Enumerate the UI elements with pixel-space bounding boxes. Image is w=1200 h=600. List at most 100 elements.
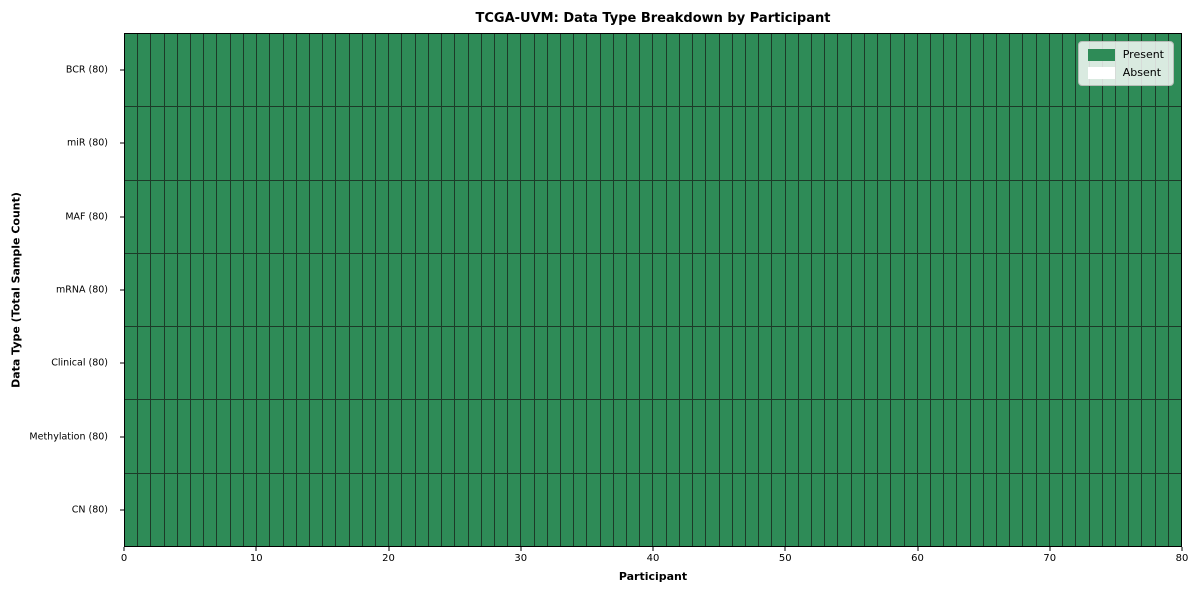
heatmap-cell	[415, 253, 428, 327]
heatmap-cell	[138, 327, 151, 400]
heatmap-cell	[1076, 473, 1089, 546]
heatmap-cell	[864, 253, 878, 327]
heatmap-cell	[362, 473, 376, 546]
heatmap-cell	[270, 107, 283, 180]
heatmap-cell	[812, 107, 825, 180]
heatmap-cell	[508, 327, 521, 400]
heatmap-cell	[838, 180, 851, 253]
heatmap-row	[125, 34, 1181, 107]
heatmap-cell	[243, 180, 257, 253]
x-tick-label: 70	[1043, 553, 1057, 564]
heatmap-cell	[719, 107, 732, 180]
heatmap-cell	[798, 180, 812, 253]
heatmap-cell	[349, 107, 362, 180]
heatmap-cell	[666, 400, 679, 473]
heatmap-cell	[296, 107, 309, 180]
heatmap-cell	[1142, 253, 1155, 327]
heatmap-cell	[653, 400, 666, 473]
heatmap-cell	[362, 107, 376, 180]
heatmap-cell	[257, 327, 270, 400]
heatmap-cell	[785, 253, 798, 327]
heatmap-cell	[944, 253, 957, 327]
heatmap-cell	[825, 327, 838, 400]
heatmap-cell	[455, 34, 468, 107]
heatmap-cell	[891, 327, 904, 400]
heatmap-cell	[336, 107, 349, 180]
heatmap-cell	[997, 253, 1010, 327]
heatmap-cell	[878, 180, 891, 253]
x-axis-label: Participant	[618, 570, 688, 583]
heatmap-cell	[1142, 400, 1155, 473]
heatmap-cell	[389, 253, 402, 327]
heatmap-cell	[1155, 253, 1168, 327]
x-tick-mark	[784, 547, 786, 551]
heatmap-cell	[561, 327, 574, 400]
heatmap-cell	[1155, 107, 1168, 180]
heatmap-cell	[508, 253, 521, 327]
x-tick-mark	[255, 547, 257, 551]
heatmap-cell	[785, 180, 798, 253]
heatmap-cell	[481, 327, 494, 400]
heatmap-cell	[323, 180, 336, 253]
heatmap-cell	[270, 327, 283, 400]
heatmap-cell	[521, 107, 534, 180]
heatmap-cell	[217, 253, 230, 327]
chart-title: TCGA-UVM: Data Type Breakdown by Partici…	[475, 11, 831, 26]
heatmap-cell	[270, 400, 283, 473]
heatmap-cell	[1010, 253, 1023, 327]
heatmap-cell	[309, 180, 323, 253]
heatmap-cell	[878, 253, 891, 327]
x-tick-label: 10	[249, 553, 263, 564]
heatmap-cell	[838, 253, 851, 327]
heatmap-cell	[415, 180, 428, 253]
heatmap-cell	[613, 473, 627, 546]
heatmap-cell	[825, 34, 838, 107]
heatmap-cell	[508, 34, 521, 107]
heatmap-cell	[296, 400, 309, 473]
x-tick-label: 40	[646, 553, 660, 564]
heatmap-cell	[270, 180, 283, 253]
heatmap-cell	[944, 327, 957, 400]
heatmap-cell	[468, 180, 481, 253]
heatmap-cell	[534, 107, 547, 180]
heatmap-cell	[257, 34, 270, 107]
heatmap-cell	[336, 473, 349, 546]
heatmap-cell	[561, 180, 574, 253]
heatmap-cell	[1023, 107, 1036, 180]
heatmap-cell	[983, 253, 997, 327]
heatmap-cell	[838, 473, 851, 546]
heatmap-cell	[1142, 473, 1155, 546]
heatmap-cell	[983, 327, 997, 400]
heatmap-cell	[772, 34, 785, 107]
heatmap-cell	[191, 327, 204, 400]
heatmap-cell	[851, 400, 864, 473]
heatmap-cell	[494, 253, 508, 327]
heatmap-cell	[759, 107, 772, 180]
heatmap-cell	[732, 327, 745, 400]
heatmap-cell	[521, 253, 534, 327]
heatmap-cell	[745, 107, 759, 180]
heatmap-cell	[957, 473, 970, 546]
heatmap-cell	[745, 400, 759, 473]
heatmap-cell	[521, 34, 534, 107]
heatmap-cell	[693, 400, 706, 473]
heatmap-cell	[1023, 473, 1036, 546]
heatmap-cell	[666, 327, 679, 400]
heatmap-cell	[864, 107, 878, 180]
heatmap-cell	[336, 34, 349, 107]
heatmap-cell	[1089, 473, 1102, 546]
heatmap-cell	[732, 34, 745, 107]
x-tick-area: 0 10 20 30 40 50 60 70 80	[121, 547, 1188, 577]
heatmap-cell	[323, 327, 336, 400]
heatmap-cell	[719, 327, 732, 400]
heatmap-cell	[851, 253, 864, 327]
heatmap-cell	[1129, 253, 1142, 327]
heatmap-cell	[481, 180, 494, 253]
heatmap-cell	[957, 253, 970, 327]
heatmap-cell	[468, 253, 481, 327]
heatmap-cell	[574, 253, 587, 327]
heatmap-cell	[613, 34, 627, 107]
heatmap-cell	[904, 180, 917, 253]
heatmap-cell	[1155, 327, 1168, 400]
heatmap-cell	[151, 253, 164, 327]
